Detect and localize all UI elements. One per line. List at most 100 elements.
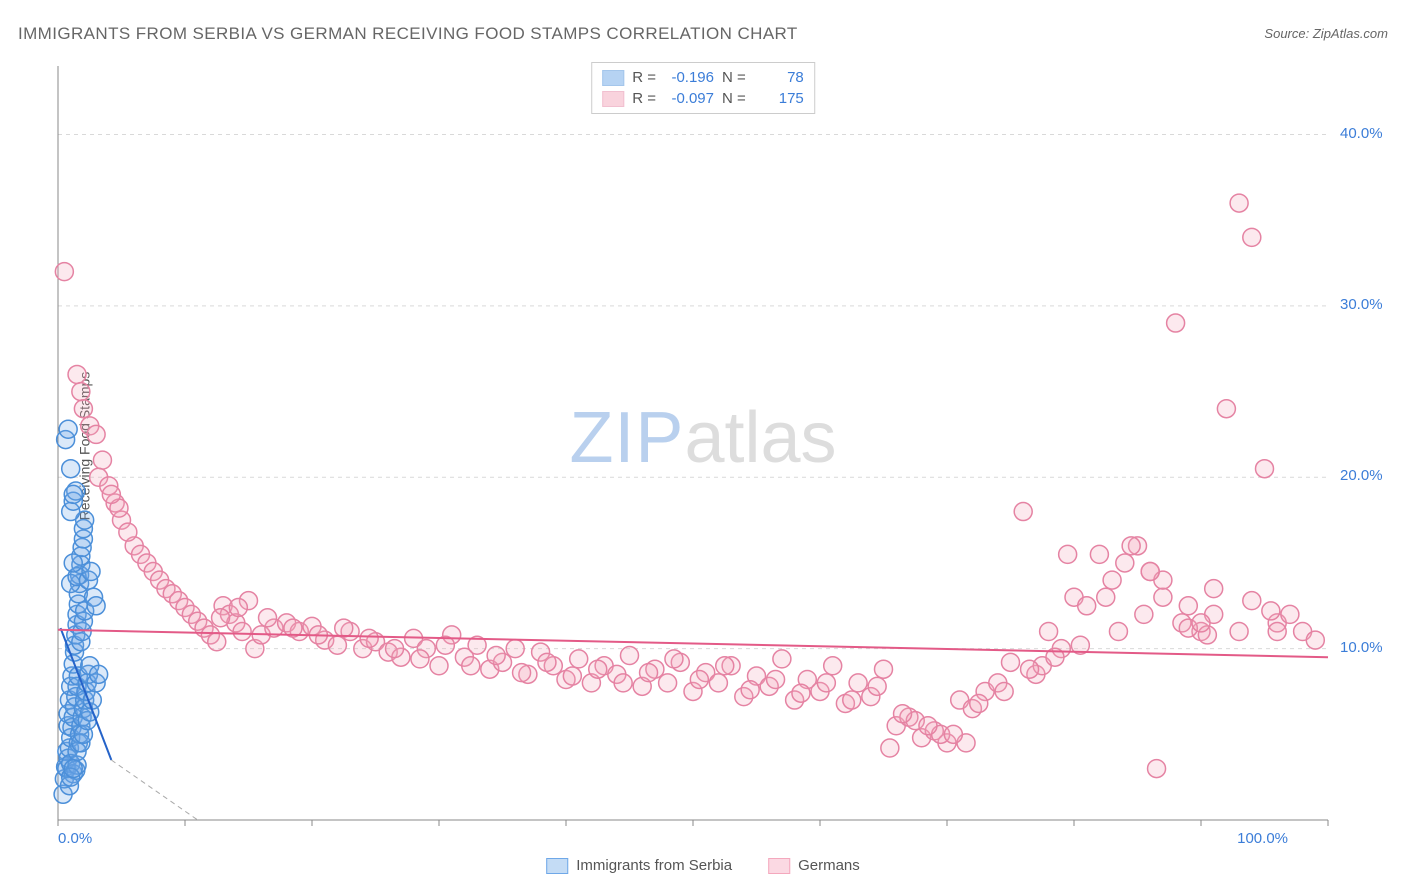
stat-n-label-serbia: N = [722,69,746,86]
point-germans [1021,660,1039,678]
stat-swatch-serbia [602,70,624,86]
legend-swatch-1 [768,858,790,874]
point-serbia [59,420,77,438]
legend-swatch-0 [546,858,568,874]
stat-r-label-germans: R = [632,90,656,107]
point-germans [1090,545,1108,563]
point-germans [919,717,937,735]
point-germans [208,633,226,651]
point-germans [716,657,734,675]
source-label: Source: [1264,26,1309,41]
point-germans [1154,588,1172,606]
point-germans [102,485,120,503]
point-serbia [87,597,105,615]
point-germans [335,619,353,637]
legend-item-0: Immigrants from Serbia [546,857,732,874]
point-serbia [64,554,82,572]
point-germans [1306,631,1324,649]
point-germans [328,636,346,654]
point-germans [1097,588,1115,606]
point-germans [589,660,607,678]
y-tick-label: 10.0% [1340,639,1383,656]
point-germans [1243,592,1261,610]
point-germans [1192,614,1210,632]
point-germans [563,667,581,685]
point-germans [659,674,677,692]
scatter-chart-svg [50,60,1388,842]
point-serbia [64,485,82,503]
point-germans [1148,760,1166,778]
point-germans [817,674,835,692]
point-germans [1078,597,1096,615]
point-germans [93,451,111,469]
stat-row-germans: R =-0.097N =175 [602,88,804,109]
legend-item-1: Germans [768,857,860,874]
point-germans [875,660,893,678]
point-serbia [82,563,100,581]
point-germans [1122,537,1140,555]
point-germans [1002,653,1020,671]
source-credit: Source: ZipAtlas.com [1264,26,1388,41]
point-germans [1230,194,1248,212]
point-germans [487,646,505,664]
x-tick-label: 100.0% [1237,830,1288,847]
point-germans [1256,460,1274,478]
point-germans [538,653,556,671]
point-germans [1217,400,1235,418]
point-serbia [64,760,82,778]
point-germans [792,684,810,702]
point-germans [640,664,658,682]
point-germans [1135,605,1153,623]
point-germans [741,681,759,699]
point-germans [386,640,404,658]
point-germans [1262,602,1280,620]
point-germans [119,523,137,541]
point-germans [462,657,480,675]
point-germans [709,674,727,692]
stat-swatch-germans [602,91,624,107]
point-germans [824,657,842,675]
stat-r-value-serbia: -0.196 [666,69,714,86]
source-name: ZipAtlas.com [1313,26,1388,41]
x-tick-label: 0.0% [58,830,92,847]
legend-bottom: Immigrants from Serbia Germans [546,857,860,874]
point-germans [1205,580,1223,598]
point-germans [773,650,791,668]
correlation-stats-box: R = -0.196 N = 78 R =-0.097N =175 [591,62,815,114]
point-germans [1103,571,1121,589]
point-germans [843,691,861,709]
point-germans [1141,563,1159,581]
point-germans [74,400,92,418]
y-tick-label: 30.0% [1340,296,1383,313]
point-germans [513,664,531,682]
point-germans [1109,623,1127,641]
point-germans [995,682,1013,700]
point-germans [1059,545,1077,563]
legend-label-1: Germans [798,857,860,874]
chart-title: IMMIGRANTS FROM SERBIA VS GERMAN RECEIVI… [18,24,798,44]
point-germans [849,674,867,692]
point-serbia [90,665,108,683]
point-germans [690,670,708,688]
point-germans [506,640,524,658]
point-germans [1014,503,1032,521]
point-germans [621,646,639,664]
point-germans [229,599,247,617]
legend-label-0: Immigrants from Serbia [576,857,732,874]
point-germans [1179,597,1197,615]
point-germans [868,677,886,695]
stat-n-value-serbia: 78 [756,69,804,86]
point-germans [665,650,683,668]
point-germans [411,650,429,668]
point-germans [72,383,90,401]
point-germans [614,674,632,692]
point-germans [212,609,230,627]
point-germans [259,609,277,627]
point-germans [1243,228,1261,246]
point-germans [68,365,86,383]
point-germans [970,694,988,712]
point-germans [360,629,378,647]
point-germans [55,263,73,281]
stat-n-value-germans: 175 [756,90,804,107]
y-tick-label: 20.0% [1340,467,1383,484]
